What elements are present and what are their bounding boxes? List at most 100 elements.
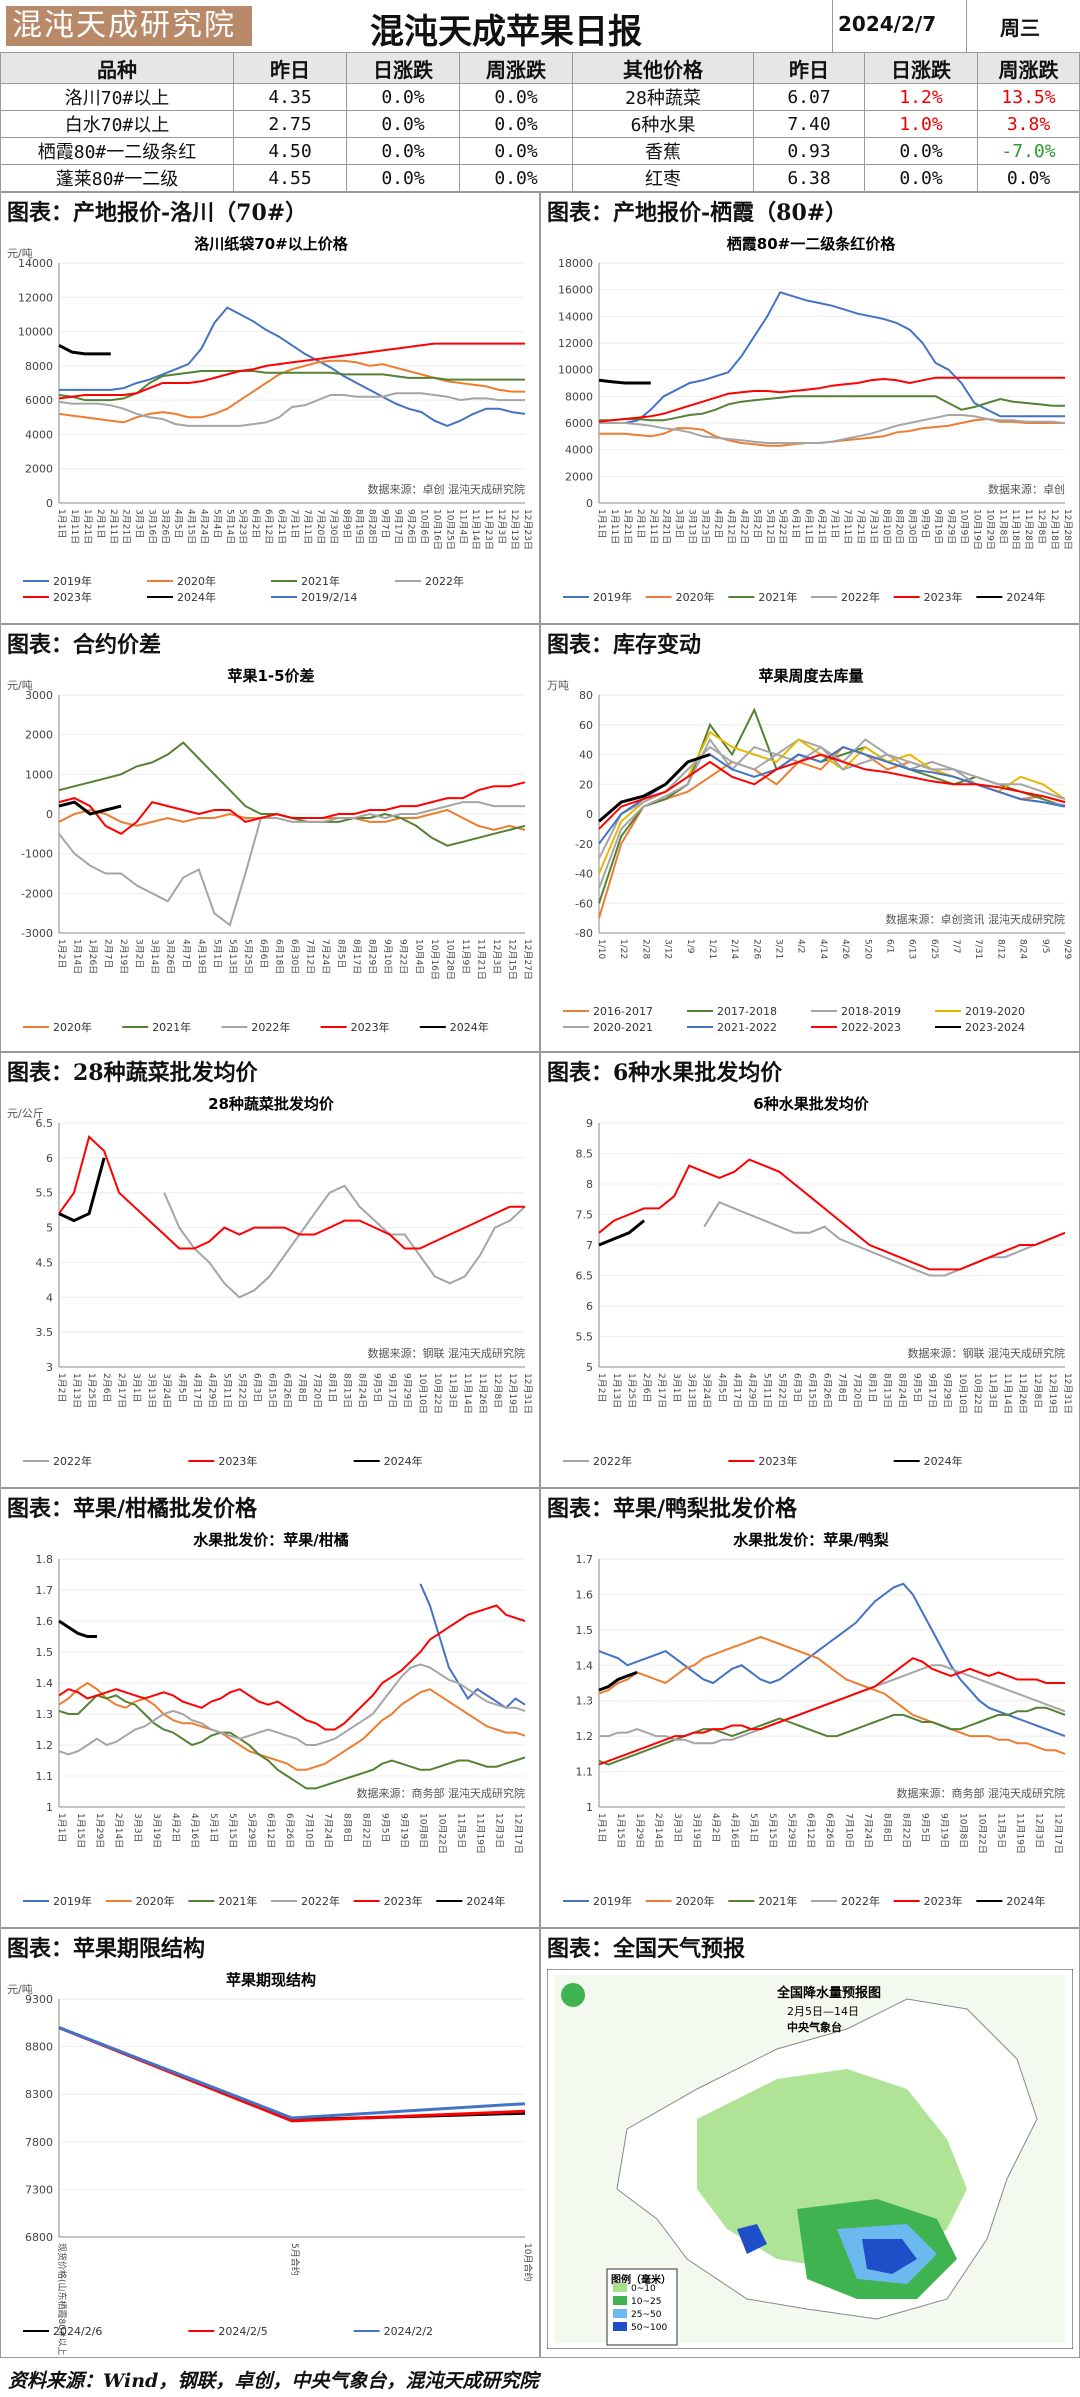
x-tick-label: 12月8日 <box>492 1373 503 1408</box>
x-tick-label: 4月7日 <box>180 939 191 968</box>
table-cell: 7.40 <box>753 110 865 138</box>
x-tick-label: 6月11日 <box>803 509 814 544</box>
series-line <box>163 1184 526 1299</box>
x-tick-label: 5月4日 <box>211 509 222 538</box>
x-tick-label: 5月29日 <box>786 1813 797 1848</box>
panel-weather: 图表：全国天气预报 全国降水量预报图 2月5日—14日 中央气象台 图例（毫米）… <box>540 1928 1080 2358</box>
legend-label: 2024年 <box>1006 590 1045 604</box>
series-line <box>58 343 111 356</box>
legend-label: 2023年 <box>924 590 963 604</box>
legend-swatch <box>613 2283 627 2292</box>
x-tick-label: 1月13日 <box>611 1373 622 1408</box>
x-tick-label: 9月5日 <box>919 1813 930 1842</box>
y-tick-label: 12000 <box>18 291 53 304</box>
x-tick-label: 2/26 <box>751 939 761 959</box>
x-tick-label: 4月2日 <box>710 1813 721 1842</box>
x-tick-label: 4/2 <box>796 939 806 953</box>
y-tick-label: 6000 <box>565 417 593 430</box>
y-tick-label: 4 <box>46 1291 53 1304</box>
y-tick-label: 1.2 <box>36 1739 54 1752</box>
x-tick-label: 11月23日 <box>483 509 494 550</box>
x-tick-label: 5月25日 <box>242 939 253 974</box>
legend-label: 2023年 <box>351 1020 390 1034</box>
x-tick-label: 6月26日 <box>824 1813 835 1848</box>
y-tick-label: 7800 <box>25 2136 53 2149</box>
x-tick-label: 5月15日 <box>227 1813 238 1848</box>
x-tick-label: 4月19日 <box>196 939 207 974</box>
panel-term-structure: 图表：苹果期限结构 苹果期现结构 元/吨 6800 7300 7800 8300 8800 9… <box>0 1928 540 2358</box>
table-row: 白水70#以上 2.75 0.0% 0.0% 6种水果 7.40 1.0% 3.… <box>0 110 1080 138</box>
x-tick-label: 10月22日 <box>976 1813 987 1854</box>
x-tick-label: 5月1日 <box>748 1813 759 1842</box>
legend-label: 2019年 <box>593 1894 632 1908</box>
x-tick-label: 5月1日 <box>208 1813 219 1842</box>
x-tick-label: 2月17日 <box>116 1373 127 1408</box>
x-tick-label: 5月11日 <box>221 1373 232 1408</box>
x-tick-label: 12月13日 <box>509 509 520 550</box>
table-cell: 香蕉 <box>572 137 754 165</box>
y-tick-label: -1000 <box>21 848 53 861</box>
x-tick-label: 1月11日 <box>609 509 620 544</box>
table-cell: 0.0% <box>864 137 978 165</box>
series-line <box>598 707 1066 904</box>
x-tick-label: 9/5 <box>1040 939 1050 953</box>
chart-title: 28种蔬菜批发均价 <box>208 1095 335 1113</box>
series-line <box>703 1201 1066 1277</box>
y-tick-label: 1.7 <box>576 1553 594 1566</box>
table-cell: 蓬莱80#一二级 <box>0 164 234 192</box>
chart-fruits: 6种水果批发均价 5 5.5 6 6.5 7 7.5 8 8.5 9 1月2日 1月13日 1月25日 2… <box>563 1095 1073 1468</box>
data-source-note: 数据来源：钢联 混沌天成研究院 <box>908 1346 1066 1360</box>
y-tick-label: -80 <box>575 927 593 940</box>
panel-apple-pear: 图表：苹果/鸭梨批发价格 水果批发价：苹果/鸭梨 1 1.1 1.2 1.3 1.4 1.5… <box>540 1488 1080 1928</box>
x-tick-label: 10月8日 <box>957 1813 968 1848</box>
series-line <box>58 1604 526 1731</box>
x-tick-label: 5月1日 <box>211 939 222 968</box>
x-tick-label: 9月5日 <box>912 1373 923 1402</box>
legend-label: 2022年 <box>251 1020 290 1034</box>
x-tick-label: 12月18日 <box>1049 509 1060 550</box>
x-tick-label: 1月2日 <box>596 1373 607 1402</box>
panel-luochuan: 图表：产地报价-洛川（70#） 洛川纸袋70#以上价格 元/吨 0 2000 4000 6… <box>0 192 540 624</box>
legend-label: 2020年 <box>676 1894 715 1908</box>
x-tick-label: 6月26日 <box>281 1373 292 1408</box>
y-unit: 元/吨 <box>7 247 33 260</box>
x-tick-label: 10月10日 <box>957 1373 968 1414</box>
legend-label: 2024年 <box>1006 1894 1045 1908</box>
x-tick-label: 9月29日 <box>942 1373 953 1408</box>
x-tick-label: 5月合约 <box>289 2243 301 2276</box>
x-tick-label: 1月1日 <box>56 509 67 538</box>
y-tick-label: 1.3 <box>576 1695 594 1708</box>
x-tick-label: 8/12 <box>995 939 1005 959</box>
x-tick-label: 3月26日 <box>160 509 171 544</box>
legend-label: 2020年 <box>177 574 216 588</box>
x-tick-label: 7月12日 <box>305 939 316 974</box>
y-tick-label: 3.5 <box>36 1326 54 1339</box>
legend-label: 2022年 <box>841 1894 880 1908</box>
x-tick-label: 7月20日 <box>852 1373 863 1408</box>
x-tick-label: 2月21日 <box>661 509 672 544</box>
x-tick-label: 9月29日 <box>946 509 957 544</box>
x-tick-label: 7月8日 <box>837 1373 848 1402</box>
table-cell: 0.93 <box>753 137 865 165</box>
x-tick-label: 5月15日 <box>767 1813 778 1848</box>
series-line <box>58 2026 526 2122</box>
x-tick-label: 6月15日 <box>806 1373 817 1408</box>
legend-label: 2021年 <box>152 1020 191 1034</box>
legend-label: 2020年 <box>676 590 715 604</box>
x-tick-label: 12月31日 <box>522 1373 533 1414</box>
y-tick-label: 1.7 <box>36 1584 54 1597</box>
y-unit: 万吨 <box>547 679 569 692</box>
y-tick-label: 1.2 <box>576 1730 594 1743</box>
x-tick-label: 6月1日 <box>790 509 801 538</box>
series-line <box>419 1583 526 1710</box>
legend-label: 50~100 <box>631 2323 667 2333</box>
y-tick-label: 9 <box>586 1117 593 1130</box>
x-tick-label: 6/13 <box>907 939 917 959</box>
table-cell: 1.2% <box>864 83 978 111</box>
x-tick-label: 12月31日 <box>1062 1373 1073 1414</box>
weather-map: 全国降水量预报图 2月5日—14日 中央气象台 图例（毫米） 0~10 10~25… <box>547 1969 1073 2349</box>
y-tick-label: 5.5 <box>576 1331 594 1344</box>
